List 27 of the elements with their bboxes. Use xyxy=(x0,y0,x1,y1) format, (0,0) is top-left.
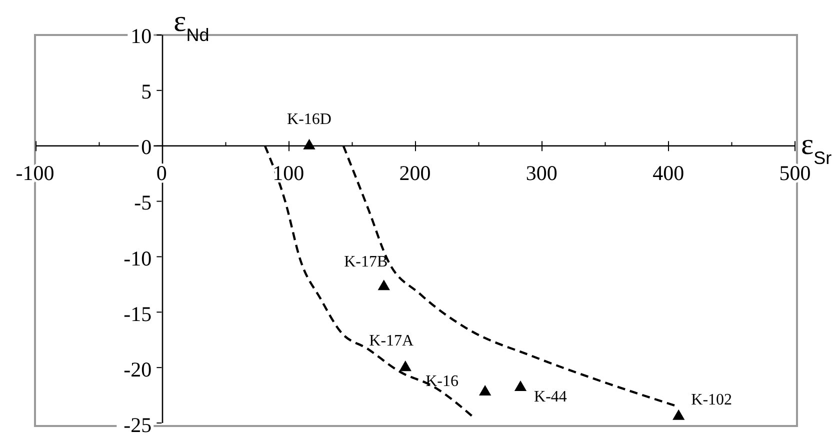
x-tick-label: 300 xyxy=(526,161,558,186)
y-tick-label: -25 xyxy=(124,413,152,437)
annotation: K-102 xyxy=(691,391,732,408)
y-tick-label: 0 xyxy=(141,135,152,160)
x-tick-label: 100 xyxy=(272,161,304,186)
y-tick-label: -10 xyxy=(124,246,152,270)
annotation: K-17A xyxy=(369,332,414,350)
y-tick-label: -15 xyxy=(124,302,152,326)
x-tick-label: -100 xyxy=(16,161,54,186)
y-tick-label: -5 xyxy=(134,190,152,215)
annotation: K-16 xyxy=(426,372,459,390)
x-tick-label: 500 xyxy=(779,161,811,186)
x-tick-label: 200 xyxy=(399,161,431,186)
point xyxy=(514,380,527,392)
point xyxy=(378,280,390,290)
annotation: K-44 xyxy=(534,388,567,406)
point xyxy=(672,409,685,420)
annotation: K-17B xyxy=(344,254,388,271)
y-tick-label: 5 xyxy=(141,80,152,104)
point xyxy=(399,360,412,372)
x-tick-label: 400 xyxy=(652,161,684,186)
point xyxy=(303,138,316,150)
annotation: K-16D xyxy=(287,110,332,128)
y-tick-label: -20 xyxy=(124,357,152,382)
point xyxy=(478,384,492,396)
y-axis-title: ε$_{Nd}$ xyxy=(174,5,210,45)
y-tick-label: 10 xyxy=(130,24,152,48)
